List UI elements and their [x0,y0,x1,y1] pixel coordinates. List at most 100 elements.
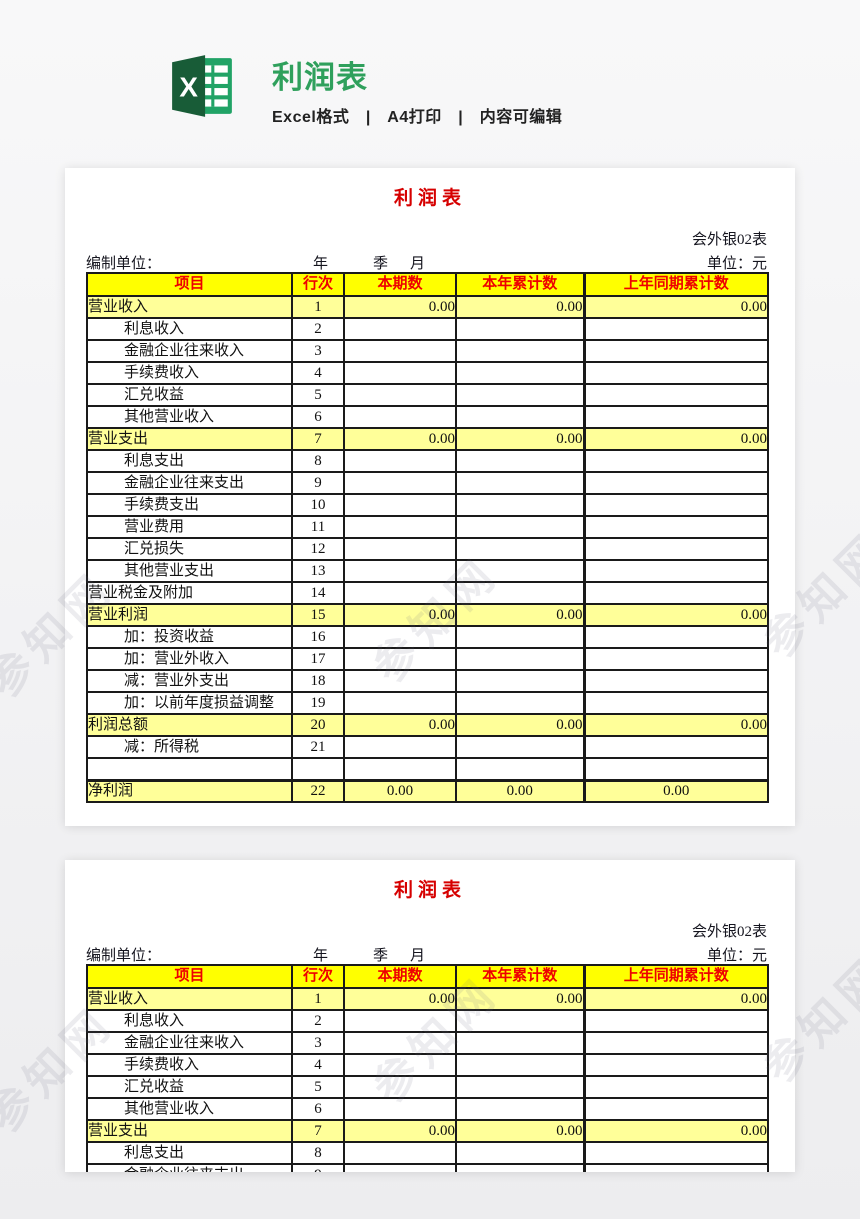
page-title: 利润表 [272,60,368,95]
table-row: 金融企业往来收入 3 [86,1031,769,1055]
cell-line-number: 9 [291,1163,345,1172]
cell-line-number: 12 [291,537,345,561]
table-row: 汇兑收益 5 [86,383,769,407]
cell-value [455,339,585,363]
cell-value [455,669,585,693]
cell-value [582,581,769,605]
cell-value: 0.00 [343,987,457,1011]
prep-line: 编制单位： 年 季 月 单位：元 [86,944,767,964]
cell-item-label: 金融企业往来收入 [86,339,293,363]
column-header: 上年同期累计数 [582,272,769,297]
table-row: 利息支出 8 [86,1141,769,1165]
table-row: 其他营业收入 6 [86,405,769,429]
cell-value [455,537,585,561]
column-header: 本期数 [343,272,457,297]
cell-value [343,1031,457,1055]
cell-item-label: 汇兑损失 [86,537,293,561]
cell-item-label: 利息支出 [86,1141,293,1165]
cell-value [582,339,769,363]
cell-item-label: 金融企业往来支出 [86,1163,293,1172]
table-row: 金融企业往来收入 3 [86,339,769,363]
cell-line-number: 19 [291,691,345,715]
cell-value [582,383,769,407]
cell-value [455,1053,585,1077]
cell-value [455,471,585,495]
cell-line-number: 17 [291,647,345,671]
cell-item-label: 汇兑收益 [86,1075,293,1099]
column-header: 本年累计数 [455,964,585,989]
cell-value [582,757,769,781]
cell-value [455,515,585,539]
cell-line-number: 16 [291,625,345,649]
cell-value [455,559,585,583]
column-header: 上年同期累计数 [582,964,769,989]
table-row: 手续费收入 4 [86,1053,769,1077]
cell-line-number: 15 [291,603,345,627]
cell-line-number: 3 [291,1031,345,1055]
cell-item-label: 减：营业外支出 [86,669,293,693]
cell-line-number: 5 [291,383,345,407]
cell-value [455,449,585,473]
cell-item-label: 营业利润 [86,603,293,627]
cell-value [343,1053,457,1077]
cell-value: 0.00 [343,778,457,803]
cell-item-label: 营业费用 [86,515,293,539]
cell-item-label: 手续费收入 [86,361,293,385]
cell-item-label: 其他营业收入 [86,1097,293,1121]
table-row [86,757,769,781]
cell-value [343,1075,457,1099]
table-row: 手续费收入 4 [86,361,769,385]
table-row: 利润总额 20 0.00 0.00 0.00 [86,713,769,737]
cell-value [343,581,457,605]
year-label: 年 [313,256,329,272]
cell-value: 0.00 [343,713,457,737]
cell-item-label: 营业支出 [86,427,293,451]
cell-line-number: 8 [291,449,345,473]
cell-value [343,735,457,759]
cell-value [582,317,769,341]
cell-line-number: 18 [291,669,345,693]
cell-line-number: 1 [291,295,345,319]
cell-value [582,647,769,671]
prep-unit-label: 编制单位： [86,948,162,964]
cell-value [455,647,585,671]
cell-value [343,669,457,693]
table-row: 利息收入 2 [86,317,769,341]
cell-value [455,757,585,781]
quarter-label: 季 [373,256,389,272]
cell-item-label: 加：营业外收入 [86,647,293,671]
cell-line-number: 20 [291,713,345,737]
cell-item-label [86,757,293,781]
table-row: 净利润 22 0.00 0.00 0.00 [86,778,769,803]
table-row: 营业收入 1 0.00 0.00 0.00 [86,987,769,1011]
column-header: 行次 [291,964,345,989]
cell-value [582,669,769,693]
cell-item-label: 营业收入 [86,295,293,319]
cell-value [582,1031,769,1055]
table-header-row: 项目 行次 本期数 本年累计数 上年同期累计数 [86,964,769,989]
month-label: 月 [410,256,426,272]
table-row: 加：营业外收入 17 [86,647,769,671]
cell-item-label: 加：投资收益 [86,625,293,649]
cell-value: 0.00 [343,427,457,451]
cell-value [582,405,769,429]
cell-item-label: 手续费支出 [86,493,293,517]
table-row: 营业税金及附加 14 [86,581,769,605]
cell-value [343,559,457,583]
cell-item-label: 营业收入 [86,987,293,1011]
cell-item-label: 营业支出 [86,1119,293,1143]
quarter-label: 季 [373,948,389,964]
cell-line-number: 7 [291,427,345,451]
cell-value: 0.00 [582,427,769,451]
table-row: 汇兑损失 12 [86,537,769,561]
cell-value [455,1163,585,1172]
cell-value [582,1075,769,1099]
cell-item-label: 金融企业往来收入 [86,1031,293,1055]
cell-value [455,1031,585,1055]
table-row: 营业支出 7 0.00 0.00 0.00 [86,427,769,451]
cell-value: 0.00 [455,987,585,1011]
cell-line-number: 10 [291,493,345,517]
cell-value: 0.00 [343,295,457,319]
